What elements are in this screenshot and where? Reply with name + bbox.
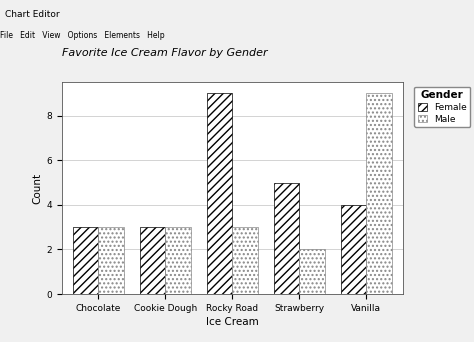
Bar <box>366 93 392 294</box>
Bar <box>274 183 299 294</box>
Bar <box>299 249 325 294</box>
Bar <box>165 227 191 294</box>
Bar <box>232 227 258 294</box>
Text: Chart Editor: Chart Editor <box>5 10 59 19</box>
Bar <box>99 227 124 294</box>
Bar <box>207 93 232 294</box>
Bar <box>140 227 165 294</box>
Legend: Female, Male: Female, Male <box>414 87 471 127</box>
Bar <box>341 205 366 294</box>
X-axis label: Ice Cream: Ice Cream <box>206 317 259 327</box>
Text: File   Edit   View   Options   Elements   Help: File Edit View Options Elements Help <box>0 31 164 40</box>
Bar <box>73 227 99 294</box>
Y-axis label: Count: Count <box>32 172 42 204</box>
Text: Favorite Ice Cream Flavor by Gender: Favorite Ice Cream Flavor by Gender <box>62 48 267 58</box>
